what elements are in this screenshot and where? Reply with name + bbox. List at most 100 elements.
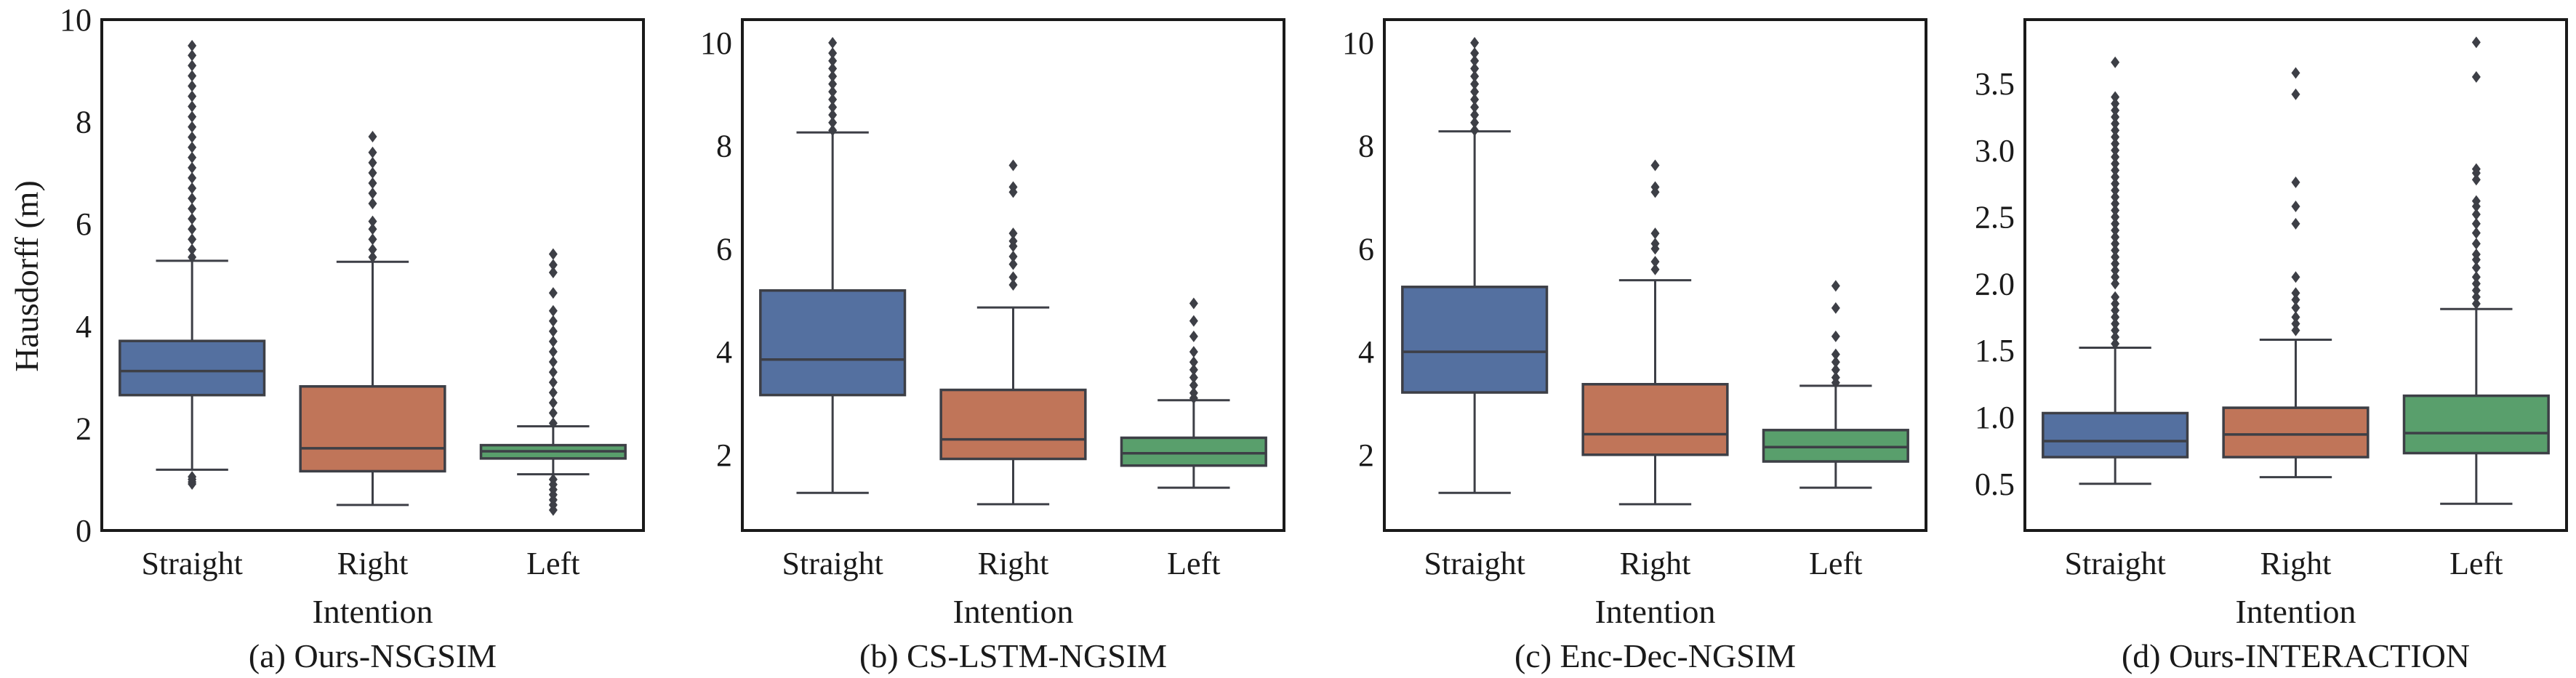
x-tick-label: Left xyxy=(2449,546,2503,581)
y-tick-label: 2 xyxy=(1358,437,1374,473)
outlier-point xyxy=(548,407,558,419)
box-right xyxy=(1581,159,1729,506)
y-ticks: 2 4 6 8 10 xyxy=(1342,25,1374,473)
outlier-point xyxy=(188,141,197,153)
outlier-point xyxy=(2471,174,2481,186)
outlier-point xyxy=(2471,163,2481,175)
outlier-point xyxy=(1189,363,1198,376)
outlier-point xyxy=(548,473,558,485)
outlier-point xyxy=(188,203,197,215)
outlier-point xyxy=(1189,356,1198,368)
axes-frame xyxy=(2023,18,2568,532)
outlier-point xyxy=(2111,177,2120,190)
outlier-point xyxy=(368,198,377,210)
y-tick-label: 8 xyxy=(1358,129,1374,164)
panel-caption: (b) CS-LSTM-NGSIM xyxy=(859,637,1167,674)
x-axis-label: Intention xyxy=(312,593,433,630)
outlier-point xyxy=(188,251,197,263)
outlier-point xyxy=(2111,97,2120,110)
y-tick-label: 10 xyxy=(60,2,92,38)
outlier-point xyxy=(2111,204,2120,217)
outlier-point xyxy=(188,131,197,143)
outlier-point xyxy=(2471,217,2481,230)
y-tick-label: 4 xyxy=(716,334,732,370)
y-tick-label: 2 xyxy=(76,411,92,446)
outlier-point xyxy=(1008,159,1018,171)
x-tick-label: Left xyxy=(1809,546,1862,581)
outlier-point xyxy=(188,213,197,225)
outlier-point xyxy=(2291,294,2300,306)
outlier-point xyxy=(1008,278,1018,291)
outlier-point xyxy=(2111,265,2120,277)
outlier-point xyxy=(2471,278,2481,290)
outlier-point xyxy=(1831,302,1840,314)
outlier-point xyxy=(188,471,197,483)
outlier-point xyxy=(1470,124,1480,137)
panel-b: 2 4 6 8 10 Straight Right Left Intention (b)… xyxy=(700,18,1285,674)
y-tick-label: 3.0 xyxy=(1975,133,2015,169)
outlier-point xyxy=(2111,331,2120,343)
y-ticks: 2 4 6 8 10 xyxy=(700,25,732,473)
outlier-point xyxy=(548,356,558,368)
box-right xyxy=(939,159,1087,506)
outlier-point xyxy=(1470,78,1480,90)
x-tick-label: Left xyxy=(526,546,579,581)
outlier-point xyxy=(188,182,197,194)
y-tick-label: 3.5 xyxy=(1975,66,2015,102)
outlier-point xyxy=(828,124,838,137)
outlier-point xyxy=(2291,271,2300,283)
outlier-point xyxy=(2111,324,2120,336)
outlier-point xyxy=(548,335,558,347)
x-tick-label: Straight xyxy=(782,546,883,581)
panel-a: Hausdorff (m) 0 2 4 6 8 10 Straight Right Lef… xyxy=(8,2,645,674)
outlier-point xyxy=(1189,330,1198,342)
x-tick-label: Straight xyxy=(1424,546,1525,581)
outlier-point xyxy=(548,266,558,278)
x-axis-label: Intention xyxy=(1594,593,1715,630)
outlier-point xyxy=(548,387,558,399)
box-left xyxy=(1120,297,1267,489)
outlier-point xyxy=(548,366,558,379)
outlier-point xyxy=(2471,238,2481,250)
outlier-point xyxy=(548,376,558,389)
box-straight xyxy=(759,36,907,494)
outlier-point xyxy=(828,86,838,98)
outlier-point xyxy=(828,116,838,129)
outlier-point xyxy=(828,47,838,60)
outlier-point xyxy=(828,78,838,90)
outlier-point xyxy=(1189,315,1198,327)
outlier-point xyxy=(1650,181,1660,193)
outlier-point xyxy=(828,62,838,75)
outlier-point xyxy=(188,121,197,133)
outlier-point xyxy=(1008,271,1018,283)
outlier-point xyxy=(548,315,558,327)
y-tick-label: 6 xyxy=(716,231,732,267)
x-tick-label: Right xyxy=(1620,546,1691,581)
outlier-point xyxy=(2111,104,2120,116)
box-left xyxy=(479,248,627,516)
y-tick-label: 8 xyxy=(76,105,92,140)
y-tick-label: 1.0 xyxy=(1975,400,2015,435)
outlier-point xyxy=(2291,67,2300,79)
outlier-point xyxy=(2111,144,2120,156)
outlier-point xyxy=(1008,227,1018,240)
outlier-point xyxy=(548,417,558,429)
outlier-point xyxy=(2471,249,2481,261)
outlier-point xyxy=(2111,191,2120,203)
outlier-point xyxy=(188,39,197,52)
outlier-point xyxy=(1189,379,1198,392)
outlier-point xyxy=(2111,244,2120,257)
outlier-point xyxy=(2291,287,2300,299)
y-tick-label: 10 xyxy=(1342,25,1374,61)
outlier-point xyxy=(188,70,197,82)
outlier-point xyxy=(1831,330,1840,342)
outlier-point xyxy=(1470,55,1480,67)
outlier-point xyxy=(1470,86,1480,98)
outlier-point xyxy=(1470,36,1480,49)
outlier-point xyxy=(2291,318,2300,330)
axes-frame xyxy=(100,18,645,532)
outlier-point xyxy=(188,171,197,184)
outlier-point xyxy=(2111,184,2120,196)
outlier-point xyxy=(2111,278,2120,290)
iqr-box xyxy=(939,388,1087,461)
